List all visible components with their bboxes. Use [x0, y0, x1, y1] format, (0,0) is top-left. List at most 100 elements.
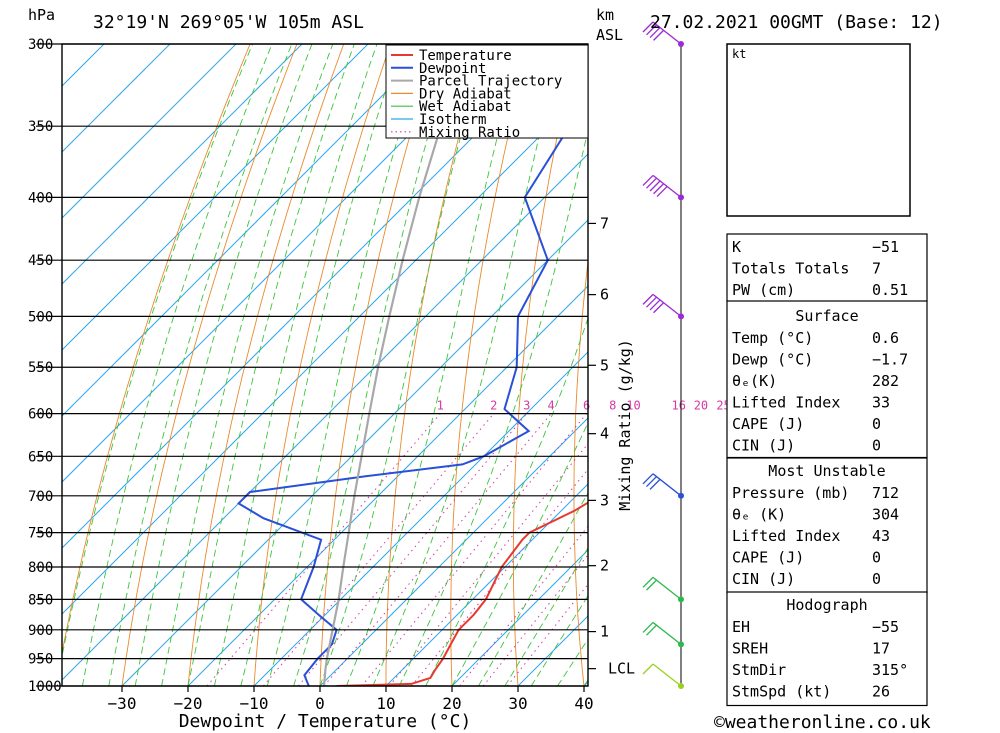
- table-row-label: θₑ (K): [732, 506, 786, 524]
- km-tick-label: 2: [600, 557, 609, 575]
- table-row-label: θₑ(K): [732, 372, 777, 390]
- mixing-ratio-line: [388, 442, 588, 686]
- wet-adiabat-line: [62, 44, 254, 659]
- wet-adiabat-line: [398, 128, 588, 686]
- km-tick-label: 6: [600, 286, 609, 304]
- wind-barb-feather: [646, 624, 657, 636]
- isotherm-line: [121, 219, 588, 686]
- wind-barb-feather: [653, 302, 664, 314]
- wind-barb-feather: [653, 29, 664, 41]
- table-row-label: Lifted Index: [732, 527, 840, 545]
- table-section-title: Hodograph: [786, 596, 867, 614]
- wind-barb-feather: [642, 174, 654, 186]
- legend-entry: Dry Adiabat: [419, 86, 512, 102]
- wind-barb-staff: [652, 576, 682, 600]
- table-row-label: PW (cm): [732, 281, 795, 299]
- x-tick-label: 30: [508, 694, 527, 713]
- pressure-tick-label: 400: [28, 190, 53, 206]
- pressure-tick-label: 500: [28, 309, 53, 325]
- x-tick-label: 0: [315, 694, 325, 713]
- table-row-label: CIN (J): [732, 570, 795, 588]
- pressure-tick-label: 650: [28, 449, 53, 465]
- pressure-tick-label: 550: [28, 360, 53, 376]
- mixing-ratio-line: [262, 413, 495, 686]
- wet-adiabat-line: [319, 44, 487, 686]
- table-row-label: CAPE (J): [732, 415, 804, 433]
- wind-barb-feather: [646, 24, 657, 36]
- km-tick-label: 7: [600, 214, 609, 232]
- table-row-value: −51: [872, 238, 899, 256]
- pressure-tick-label: 350: [28, 119, 53, 135]
- mixing-ratio-label: 1: [437, 399, 444, 413]
- pressure-tick-label: 850: [28, 592, 53, 608]
- wind-barb-staff: [652, 473, 682, 497]
- wind-barb-feather: [653, 183, 664, 195]
- km-tick-label: 4: [600, 425, 609, 443]
- isotherm-line: [319, 417, 588, 686]
- mixing-ratio-axis-title: Mixing Ratio (g/kg): [616, 339, 634, 511]
- isotherm-line: [62, 87, 588, 615]
- hodograph-unit: kt: [732, 47, 746, 61]
- legend-entry: Parcel Trajectory: [419, 74, 562, 90]
- table-row-label: Pressure (mb): [732, 484, 849, 502]
- table-row-label: K: [732, 238, 741, 256]
- table-row-label: SREH: [732, 640, 768, 658]
- x-tick-label: −10: [240, 694, 269, 713]
- wind-barb-feather: [649, 180, 661, 192]
- stats-tables: K −51 Totals Totals 7 PW (cm) 0.51 Surface Temp…: [726, 233, 928, 707]
- wind-barb-feather: [642, 293, 654, 305]
- location-title: 32°19'N 269°05'W 105m ASL: [93, 12, 364, 33]
- table-row-label: Dewp (°C): [732, 351, 813, 369]
- table-row-label: StmSpd (kt): [732, 683, 831, 701]
- x-tick-label: 20: [442, 694, 461, 713]
- table-row-label: EH: [732, 618, 750, 636]
- dry-adiabat-line: [512, 44, 579, 686]
- isotherm-line: [62, 44, 237, 219]
- legend-entry: Wet Adiabat: [419, 99, 512, 115]
- wet-adiabat-line: [134, 44, 313, 686]
- mixing-ratio-label: 10: [626, 399, 640, 413]
- x-tick-label: −20: [174, 694, 203, 713]
- wet-adiabat-line: [81, 44, 273, 686]
- wind-barb-feather: [642, 21, 654, 33]
- pressure-tick-label: 950: [28, 652, 53, 668]
- wet-adiabat-line: [530, 594, 588, 686]
- wind-barb-staff: [652, 663, 682, 687]
- wind-barb-feather: [649, 27, 661, 39]
- dry-adiabat-line: [633, 44, 672, 686]
- dry-adiabat-line: [121, 44, 298, 686]
- mixing-ratio-line: [361, 413, 587, 686]
- pressure-tick-label: 300: [28, 37, 53, 53]
- legend-entry: Temperature: [419, 48, 512, 64]
- table-row-value: −55: [872, 618, 899, 636]
- isotherm-line: [385, 483, 588, 686]
- wind-barb-feather: [646, 177, 657, 189]
- mixing-ratio-label: 20: [694, 399, 708, 413]
- mixing-ratio-label: 3: [523, 399, 530, 413]
- wind-barb-staff: [652, 21, 682, 45]
- pressure-tick-label: 800: [28, 560, 53, 576]
- mixing-ratio-line: [323, 413, 552, 686]
- hpa-label: hPa: [28, 6, 55, 24]
- km-label: km: [596, 6, 614, 24]
- wind-barb-staff: [652, 293, 682, 317]
- mixing-ratio-label: 6: [583, 399, 590, 413]
- wet-adiabat-line: [266, 44, 428, 686]
- km-tick-label: 5: [600, 356, 609, 374]
- lcl-label: LCL: [608, 660, 635, 678]
- wet-adiabat-line: [504, 547, 588, 686]
- table-row-value: 33: [872, 394, 890, 412]
- most-unstable-table: [726, 457, 928, 594]
- hodograph-table: [726, 591, 928, 707]
- dry-adiabat-line: [62, 44, 251, 656]
- table-row-label: CIN (J): [732, 437, 795, 455]
- pressure-tick-label: 900: [28, 623, 53, 639]
- dry-adiabat-line: [690, 44, 719, 686]
- isotherm-line: [62, 44, 435, 417]
- table-row-label: CAPE (J): [732, 549, 804, 567]
- hodograph-frame: [726, 43, 911, 217]
- legend-entry: Dewpoint: [419, 61, 486, 77]
- mixing-ratio-label: 4: [547, 399, 554, 413]
- wind-barb-feather: [649, 478, 661, 490]
